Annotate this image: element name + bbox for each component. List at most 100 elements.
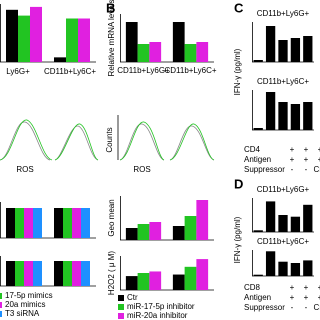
bar: [265, 201, 276, 232]
bar: [149, 42, 162, 62]
bar: [172, 274, 185, 290]
bar: [72, 261, 81, 286]
table-cell: +: [318, 155, 320, 164]
x-axis-label: ROS: [133, 165, 150, 174]
bar: [33, 208, 42, 238]
table-cell: +: [318, 283, 320, 292]
bar: [290, 263, 301, 276]
table-row-label: CD8: [244, 283, 261, 292]
table-cell: +: [290, 155, 295, 164]
chart-title: CD11b+Ly6G+: [257, 9, 310, 18]
legend-swatch: [0, 311, 2, 317]
bar: [253, 274, 263, 276]
legend-swatch: [118, 313, 124, 319]
legend-label: T3 siRNA: [5, 309, 40, 318]
table-row-label: Suppressor: [244, 303, 285, 312]
table-row-label: CD4: [244, 145, 261, 154]
bar: [125, 228, 138, 240]
bar: [33, 261, 42, 286]
x-axis-label: ROS: [16, 165, 33, 174]
bar: [137, 273, 150, 290]
bar: [125, 276, 138, 290]
table-cell: +: [290, 283, 295, 292]
table-cell: +: [304, 293, 309, 302]
bar: [253, 230, 263, 232]
table-cell: -: [291, 165, 294, 174]
bar: [15, 208, 24, 238]
bar: [63, 261, 72, 286]
table-cell: +: [318, 145, 320, 154]
table-cell: +: [290, 145, 295, 154]
legend-label: Ctr: [127, 293, 138, 302]
table-cell: -: [305, 165, 308, 174]
bar: [303, 36, 313, 62]
table-cell: +: [290, 293, 295, 302]
bar: [30, 6, 42, 62]
histograms: [0, 115, 215, 161]
bar: [278, 102, 288, 130]
panel-letter: B: [106, 0, 115, 15]
bar: [290, 38, 301, 62]
table-cell: +: [304, 283, 309, 292]
bar: [63, 208, 72, 238]
bar: [81, 208, 90, 238]
legend-swatch: [118, 304, 124, 310]
bar: [24, 261, 33, 286]
bar: [196, 42, 209, 62]
bar: [137, 44, 150, 62]
table-row-label: Suppressor: [244, 165, 285, 174]
y-axis-label: Geo mean: [107, 199, 116, 236]
bar: [303, 102, 313, 130]
table-row-label: Antigen: [244, 155, 271, 164]
legend-label: 20a mimics: [5, 300, 45, 309]
table-cell: -: [305, 303, 308, 312]
bar: [18, 15, 30, 63]
legend-swatch: [0, 293, 2, 299]
bar: [184, 216, 197, 240]
table-cell: -: [291, 303, 294, 312]
bar: [149, 271, 162, 290]
table-cell: Cr1: [314, 165, 320, 174]
bar: [6, 261, 15, 286]
y-axis-label: IFN-γ (pg/ml): [233, 216, 242, 263]
legend-swatch: [118, 295, 124, 301]
bar: [15, 261, 24, 286]
bar: [66, 18, 78, 62]
bar: [303, 204, 313, 232]
legend-label: 17-5p mimics: [5, 291, 53, 300]
bar: [278, 40, 288, 62]
bar: [6, 208, 15, 238]
table-cell: +: [304, 145, 309, 154]
bar: [303, 260, 313, 276]
bar: [184, 44, 197, 62]
bar: [125, 22, 138, 62]
bar: [78, 18, 90, 62]
x-tick-label: CD11b+Ly6C+: [164, 66, 216, 75]
y-axis-label: H2O2 ( μ M): [107, 251, 116, 296]
bar: [196, 259, 209, 290]
chart-title: CD11b+Ly6C+: [257, 77, 309, 86]
legend-label: miR-20a inhibitor: [127, 311, 188, 320]
bar: [81, 261, 90, 286]
bar: [290, 104, 301, 130]
y-axis-label: Counts: [105, 127, 114, 152]
x-tick-label: Ly6G+: [6, 67, 30, 76]
bar: [278, 261, 288, 276]
bar: [253, 60, 263, 62]
bar: [54, 208, 63, 238]
panel-letter: D: [234, 176, 243, 191]
bar: [265, 251, 276, 276]
bar: [278, 215, 288, 232]
table-row-label: Antigen: [244, 293, 271, 302]
chart-title: CD11b+Ly6G+: [257, 185, 310, 194]
bar: [72, 208, 81, 238]
bar: [184, 266, 197, 290]
bar: [196, 200, 209, 240]
x-tick-label: CD11b+Ly6C+: [44, 67, 96, 76]
y-axis-label: IFN-γ (pg/ml): [233, 48, 242, 95]
bar: [265, 92, 276, 130]
bar: [54, 261, 63, 286]
bar: [6, 9, 18, 63]
table-cell: +: [318, 293, 320, 302]
legend-label: miR-17-5p inhibitor: [127, 302, 195, 311]
